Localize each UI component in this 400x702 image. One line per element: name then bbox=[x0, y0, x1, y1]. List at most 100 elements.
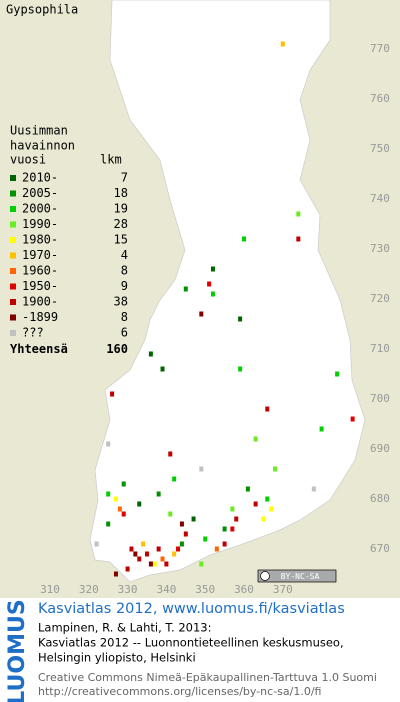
occurrence-square bbox=[269, 506, 274, 512]
legend-swatch bbox=[10, 299, 16, 305]
y-tick-label: 770 bbox=[370, 42, 390, 55]
cc-icon bbox=[260, 571, 270, 581]
occurrence-square bbox=[172, 476, 177, 482]
occurrence-square bbox=[253, 501, 258, 507]
occurrence-square bbox=[110, 391, 115, 397]
occurrence-square bbox=[121, 481, 126, 487]
legend-heading: havainnon bbox=[10, 139, 75, 153]
occurrence-square bbox=[234, 516, 239, 522]
y-tick-label: 700 bbox=[370, 392, 390, 405]
occurrence-square bbox=[203, 536, 208, 542]
occurrence-square bbox=[141, 541, 146, 547]
y-tick-label: 740 bbox=[370, 192, 390, 205]
occurrence-square bbox=[137, 556, 142, 562]
legend-label: 2005- bbox=[22, 186, 58, 200]
legend-swatch bbox=[10, 221, 16, 228]
occurrence-square bbox=[319, 426, 324, 432]
occurrence-square bbox=[230, 506, 235, 512]
legend-count: 4 bbox=[121, 248, 128, 262]
occurrence-square bbox=[106, 521, 111, 527]
occurrence-square bbox=[129, 546, 134, 552]
occurrence-square bbox=[94, 541, 99, 547]
badge-box bbox=[257, 569, 337, 583]
occurrence-square bbox=[261, 516, 266, 522]
occurrence-square bbox=[296, 236, 301, 242]
legend-count: 38 bbox=[114, 295, 128, 309]
legend-label: 1990- bbox=[22, 217, 58, 231]
legend-swatch bbox=[10, 237, 16, 243]
citation: Helsingin yliopisto, Helsinki bbox=[38, 651, 196, 665]
legend-label: 1900- bbox=[22, 295, 58, 309]
occurrence-square bbox=[113, 496, 118, 502]
occurrence-square bbox=[156, 546, 161, 552]
legend-count: 8 bbox=[121, 264, 128, 278]
cc-badge: BY-NC-SA bbox=[257, 569, 337, 583]
legend-count: 15 bbox=[114, 233, 128, 247]
link[interactable]: Kasviatlas 2012, www.luomus.fi/kasviatla… bbox=[38, 601, 345, 617]
legend-count: 6 bbox=[121, 326, 128, 340]
x-tick-label: 340 bbox=[156, 583, 176, 596]
legend-swatch bbox=[10, 283, 16, 290]
legend-swatch bbox=[10, 190, 16, 197]
license-url[interactable]: http://creativecommons.org/licenses/by-n… bbox=[38, 685, 321, 698]
occurrence-square bbox=[222, 541, 227, 547]
occurrence-square bbox=[125, 566, 130, 572]
logo: LUOMUS bbox=[5, 599, 30, 702]
total-label: Yhteensä bbox=[10, 342, 68, 356]
occurrence-square bbox=[148, 351, 153, 357]
citation: Kasviatlas 2012 -- Luonnontieteellinen k… bbox=[38, 636, 344, 650]
title: Gypsophila bbox=[6, 3, 78, 17]
legend-swatch bbox=[10, 330, 16, 336]
y-tick-label: 670 bbox=[370, 542, 390, 555]
occurrence-square bbox=[242, 236, 246, 242]
occurrence-square bbox=[245, 486, 250, 492]
legend-count: 18 bbox=[114, 186, 128, 200]
legend-swatch bbox=[10, 252, 16, 259]
occurrence-square bbox=[176, 546, 181, 552]
legend-label: 1980- bbox=[22, 233, 58, 247]
legend-label: 2000- bbox=[22, 202, 58, 216]
occurrence-square bbox=[222, 526, 227, 532]
occurrence-square bbox=[137, 501, 142, 507]
occurrence-square bbox=[311, 486, 316, 492]
y-tick-label: 710 bbox=[370, 342, 390, 355]
occurrence-square bbox=[210, 291, 215, 297]
occurrence-square bbox=[335, 371, 340, 377]
total-count: 160 bbox=[106, 342, 128, 356]
occurrence-square bbox=[273, 466, 278, 472]
occurrence-square bbox=[280, 41, 285, 47]
occurrence-square bbox=[172, 551, 177, 557]
occurrence-square bbox=[199, 311, 204, 317]
legend-label: -1899 bbox=[22, 310, 58, 324]
y-tick-label: 690 bbox=[370, 442, 390, 455]
legend-count: 19 bbox=[114, 202, 128, 216]
occurrence-square bbox=[117, 506, 122, 512]
occurrence-square bbox=[164, 561, 169, 567]
occurrence-square bbox=[191, 516, 196, 522]
occurrence-square bbox=[238, 316, 243, 322]
citation: Lampinen, R. & Lahti, T. 2013: bbox=[38, 621, 212, 635]
occurrence-square bbox=[148, 561, 153, 567]
y-tick-label: 730 bbox=[370, 242, 390, 255]
occurrence-square bbox=[179, 541, 184, 547]
occurrence-square bbox=[168, 451, 173, 457]
legend-col-header: lkm bbox=[100, 153, 122, 167]
legend-label: 1970- bbox=[22, 248, 58, 262]
occurrence-square bbox=[145, 551, 149, 557]
legend-label: 1950- bbox=[22, 279, 58, 293]
occurrence-square bbox=[265, 496, 270, 502]
occurrence-square bbox=[199, 466, 204, 472]
occurrence-square bbox=[160, 556, 165, 562]
occurrence-square bbox=[152, 561, 157, 567]
finland-outline bbox=[89, 0, 366, 583]
occurrence-square bbox=[230, 526, 235, 532]
occurrence-square bbox=[183, 286, 188, 292]
legend-label: 1960- bbox=[22, 264, 58, 278]
y-tick-label: 760 bbox=[370, 92, 390, 105]
y-tick-label: 680 bbox=[370, 492, 390, 505]
occurrence-square bbox=[113, 571, 118, 577]
occurrence-square bbox=[133, 551, 138, 557]
occurrence-square bbox=[210, 266, 215, 272]
x-tick-label: 360 bbox=[234, 583, 254, 596]
occurrence-square bbox=[156, 491, 161, 497]
